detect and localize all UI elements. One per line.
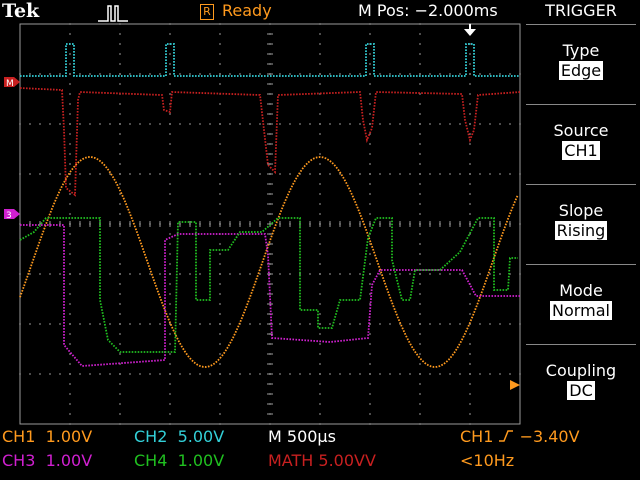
ch1-readout: CH1 1.00V [2,427,93,446]
trigger-level-marker [510,380,520,390]
menu-item-value: Edge [558,61,604,80]
math-readout: MATH 5.00VV [268,451,376,470]
ch2-readout: CH2 5.00V [134,427,225,446]
trigger-frequency-readout: <10Hz [460,451,515,470]
menu-divider [526,184,636,185]
acquisition-pulse-icon [98,5,128,22]
menu-divider [526,104,636,105]
menu-divider [526,24,636,25]
ch2-waveform [20,43,520,77]
menu-item-value: Rising [554,221,608,240]
menu-item-source[interactable]: Source CH1 [522,121,640,160]
menu-item-value: CH1 [562,141,600,160]
ch3-readout: CH3 1.00V [2,451,93,470]
ready-status-icon: R [200,4,214,20]
menu-item-slope[interactable]: Slope Rising [522,201,640,240]
menu-item-coupling[interactable]: Coupling DC [522,361,640,400]
menu-divider [526,344,636,345]
ch4-readout: CH4 1.00V [134,451,225,470]
ch1-waveform [19,156,519,368]
menu-title: TRIGGER [545,1,617,20]
ch4-waveform [19,217,518,353]
menu-item-label: Source [553,121,609,140]
waveform-traces [19,43,521,368]
menu-item-value: DC [567,381,595,400]
svg-text:3: 3 [6,211,12,221]
math-waveform [19,87,521,197]
trigger-menu: TRIGGER Type Edge Source CH1 Slope Risin… [522,0,640,424]
horizontal-position-readout: M Pos: −2.000ms [358,1,498,20]
menu-item-mode[interactable]: Mode Normal [522,281,640,320]
menu-item-label: Type [562,41,600,60]
menu-divider [526,264,636,265]
acquisition-status: R Ready [200,1,272,20]
trigger-readout: CH1 −3.40V [460,427,580,446]
rising-edge-icon [499,430,514,442]
graticule [19,23,521,425]
svg-text:M: M [6,79,14,89]
menu-item-type[interactable]: Type Edge [522,41,640,80]
menu-item-label: Coupling [545,361,617,380]
timebase-readout: M 500µs [268,427,336,446]
ch3-waveform [20,224,520,367]
ch3-ground-marker: 3 [4,209,20,221]
menu-item-value: Normal [550,301,612,320]
brand-logo: Tek [2,0,40,22]
menu-item-label: Mode [559,281,603,300]
menu-item-label: Slope [558,201,604,220]
trigger-position-marker [464,24,476,36]
ready-label: Ready [222,1,272,20]
math-ground-marker: M [4,77,20,89]
